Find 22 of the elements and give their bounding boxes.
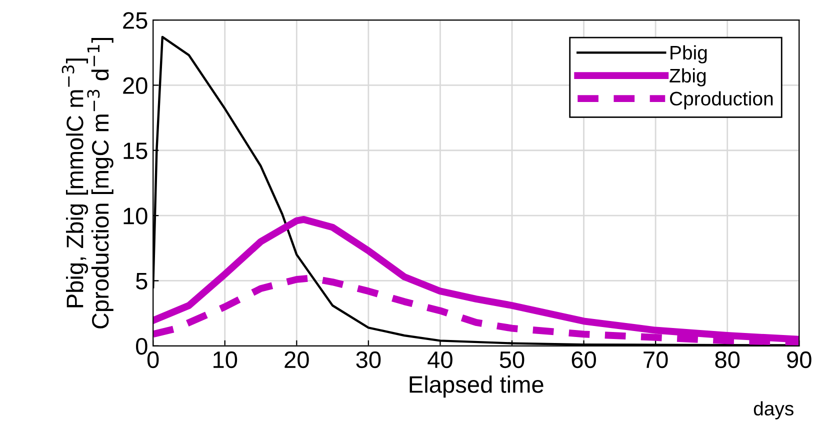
y-tick-label: 0 [136,338,148,355]
text: days [754,401,794,420]
x-axis-title: Elapsed time [410,376,544,398]
x-tick-label: 40 [428,351,452,368]
x-tick-label: 20 [284,351,309,368]
x-tick-label: 80 [715,351,740,368]
x-tick-label: 10 [214,351,238,368]
y-tick-label: 25 [123,12,148,29]
x-tick-label: 60 [572,351,596,368]
x-tick-label: 30 [356,351,381,368]
y-tick-label: 5 [136,273,148,290]
x-tick-label: 70 [644,351,668,368]
x-tick-label: 0 [147,351,159,368]
y-tick-label: 15 [124,142,148,160]
legend-label: Zbig [670,68,706,86]
text: Pbig, Zbig [mmolC m$^{−3}$] Cproduction [mgC m$^{−3}$ d$^{−1}$] [62,38,114,328]
legend-label: Cproduction [670,91,773,110]
x-tick-label: 50 [500,351,524,368]
x-tick-label: 90 [787,351,812,368]
y-tick-label: 10 [124,208,148,224]
y-tick-label: 20 [123,77,148,94]
legend-label: Pbig [670,45,707,64]
